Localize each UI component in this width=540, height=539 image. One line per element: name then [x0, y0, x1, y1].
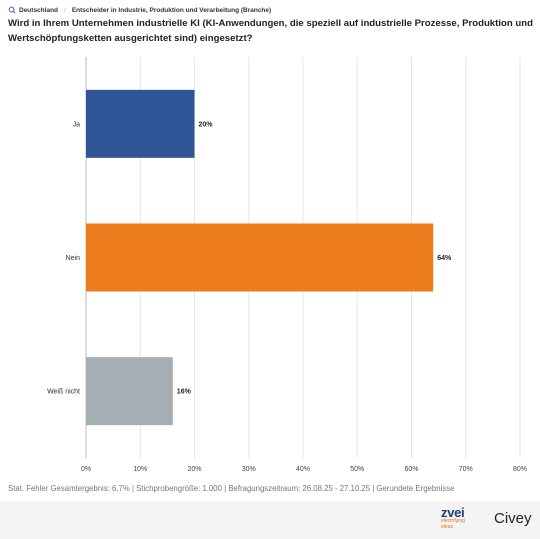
- breadcrumb: Deutschland / Entscheider in Industrie, …: [8, 5, 271, 15]
- page-title: Wird in Ihrem Unternehmen industrielle K…: [8, 18, 533, 44]
- x-tick-label: 10%: [133, 466, 147, 473]
- x-tick-label: 40%: [296, 466, 310, 473]
- location-icon: [8, 6, 16, 14]
- x-tick-label: 70%: [459, 466, 473, 473]
- bar: [86, 223, 434, 292]
- x-tick-label: 20%: [187, 466, 201, 473]
- breadcrumb-separator: /: [64, 6, 66, 14]
- zvei-logo-tagline-1: electrifying: [441, 518, 465, 524]
- zvei-logo: zvei electrifying ideas: [441, 506, 465, 530]
- zvei-logo-word: zvei: [441, 505, 465, 520]
- x-tick-label: 80%: [513, 466, 527, 473]
- footnote: Stat. Fehler Gesamtergebnis: 6,7% | Stic…: [8, 484, 455, 493]
- bar-chart: 0% 10% 20% 30% 40% 50% 60% 70% 80% Ja 20% Nein 64% We…: [47, 57, 527, 473]
- breadcrumb-country: Deutschland: [19, 6, 59, 14]
- footer: [0, 501, 540, 539]
- category-label: Weiß nicht: [47, 389, 80, 396]
- value-label: 64%: [437, 255, 452, 262]
- value-label: 16%: [177, 389, 192, 396]
- x-tick-label: 0%: [81, 466, 91, 473]
- breadcrumb-segment: Entscheider in Industrie, Produktion und…: [71, 6, 272, 14]
- x-tick-label: 30%: [242, 466, 256, 473]
- bar: [86, 357, 173, 426]
- category-label: Nein: [66, 255, 81, 262]
- category-label: Ja: [73, 121, 81, 128]
- bar: [86, 89, 195, 158]
- x-tick-label: 60%: [404, 466, 418, 473]
- civey-logo: Civey: [494, 510, 532, 527]
- value-label: 20%: [199, 121, 214, 128]
- zvei-logo-tagline-2: ideas: [441, 523, 453, 530]
- x-tick-label: 50%: [350, 466, 364, 473]
